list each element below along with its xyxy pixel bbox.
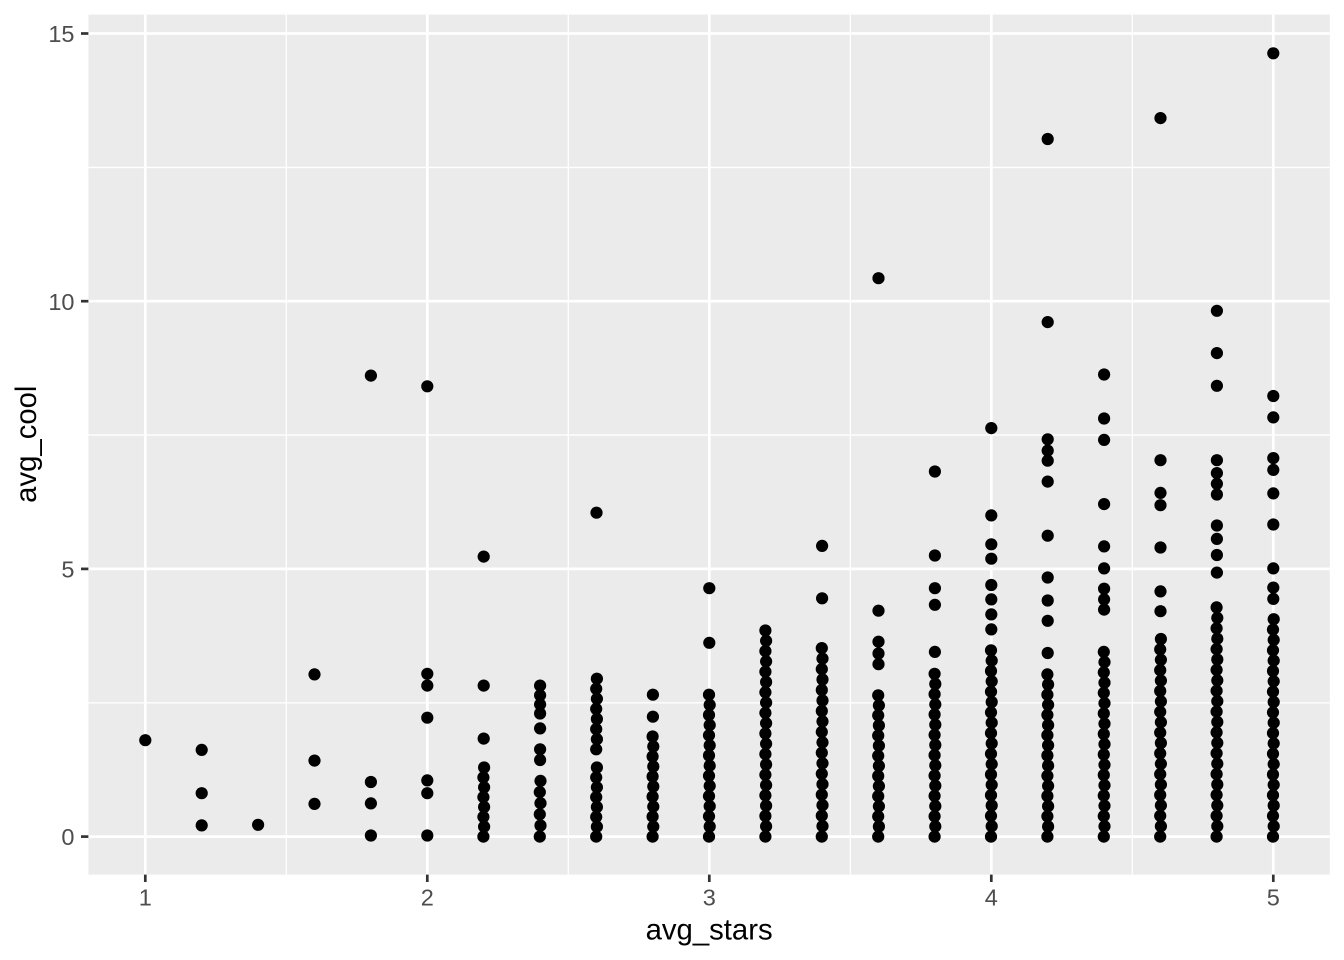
svg-text:15: 15 [48, 21, 74, 47]
svg-text:5: 5 [1267, 885, 1280, 911]
svg-text:10: 10 [48, 289, 74, 315]
svg-text:avg_stars: avg_stars [646, 914, 773, 947]
svg-text:2: 2 [421, 885, 434, 911]
svg-text:4: 4 [985, 885, 998, 911]
svg-text:1: 1 [139, 885, 152, 911]
svg-text:5: 5 [61, 557, 74, 583]
svg-text:avg_cool: avg_cool [10, 386, 43, 503]
svg-text:3: 3 [703, 885, 716, 911]
svg-text:0: 0 [61, 824, 74, 850]
